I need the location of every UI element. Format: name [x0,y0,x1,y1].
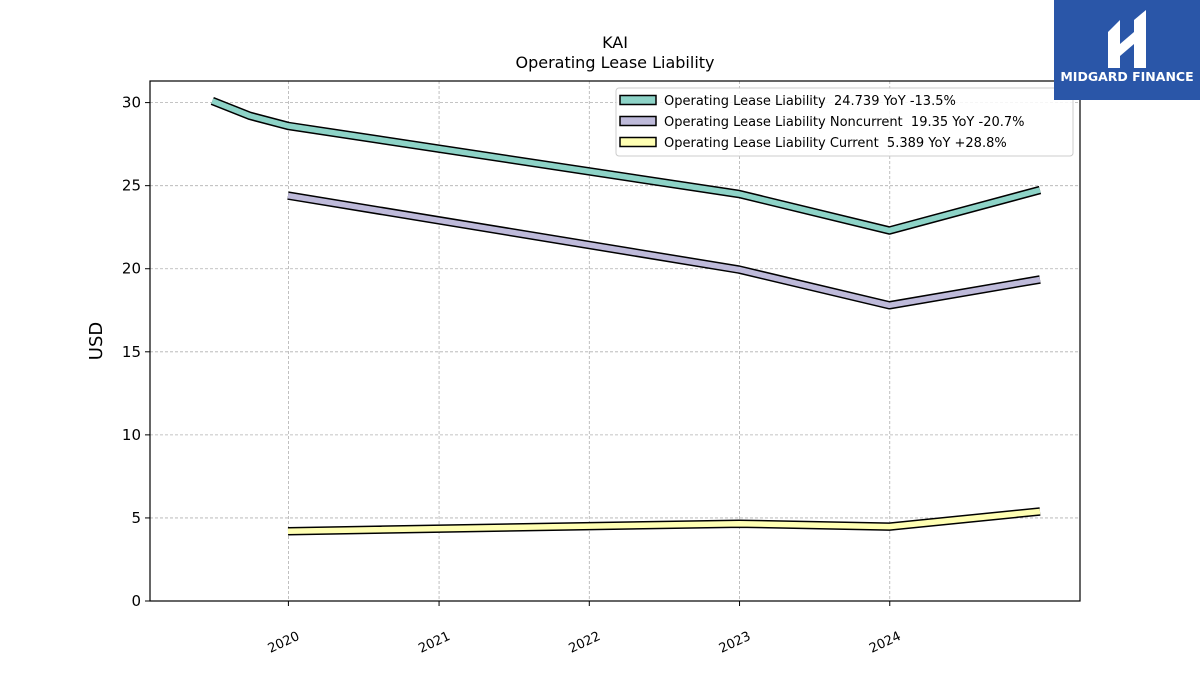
chart-title: KAI [602,33,628,52]
y-tick-label: 5 [131,509,141,527]
x-tick-label: 2024 [867,629,903,657]
series-line-0 [211,98,1041,234]
y-axis-label: USD [86,322,107,360]
x-axis-ticks: 2020 2021 2022 2023 2024 [266,601,903,657]
x-tick-label: 2020 [266,629,302,657]
legend-swatch-0 [619,94,657,106]
legend: Operating Lease Liability 24.739 YoY -13… [615,87,1074,157]
y-tick-label: 20 [122,260,141,278]
plot-frame [149,80,1081,602]
x-tick-label: 2022 [567,629,603,657]
logo-mark-icon [1108,10,1146,68]
legend-label-2: Operating Lease Liability Current 5.389 … [664,136,1007,151]
legend-swatch-1 [619,115,657,127]
y-tick-label: 30 [122,94,141,112]
chart-subtitle: Operating Lease Liability [515,53,714,72]
legend-label-0: Operating Lease Liability 24.739 YoY -13… [664,94,956,109]
x-tick-label: 2023 [717,629,753,657]
y-tick-label: 10 [122,426,141,444]
legend-label-1: Operating Lease Liability Noncurrent 19.… [664,115,1025,130]
grid-lines [150,81,1080,601]
midgard-finance-logo: MIDGARD FINANCE [1054,0,1200,100]
y-tick-label: 0 [131,592,141,610]
y-tick-label: 15 [122,343,141,361]
logo-text: MIDGARD FINANCE [1060,69,1194,84]
series-line-1 [287,192,1041,309]
series-lines [210,96,1042,536]
y-axis-ticks: 0 5 10 15 20 25 30 [122,94,150,610]
x-tick-label: 2021 [416,629,452,657]
series-line-2 [287,508,1041,534]
y-tick-label: 25 [122,177,141,195]
legend-box [615,87,1074,157]
legend-swatch-2 [619,136,657,148]
